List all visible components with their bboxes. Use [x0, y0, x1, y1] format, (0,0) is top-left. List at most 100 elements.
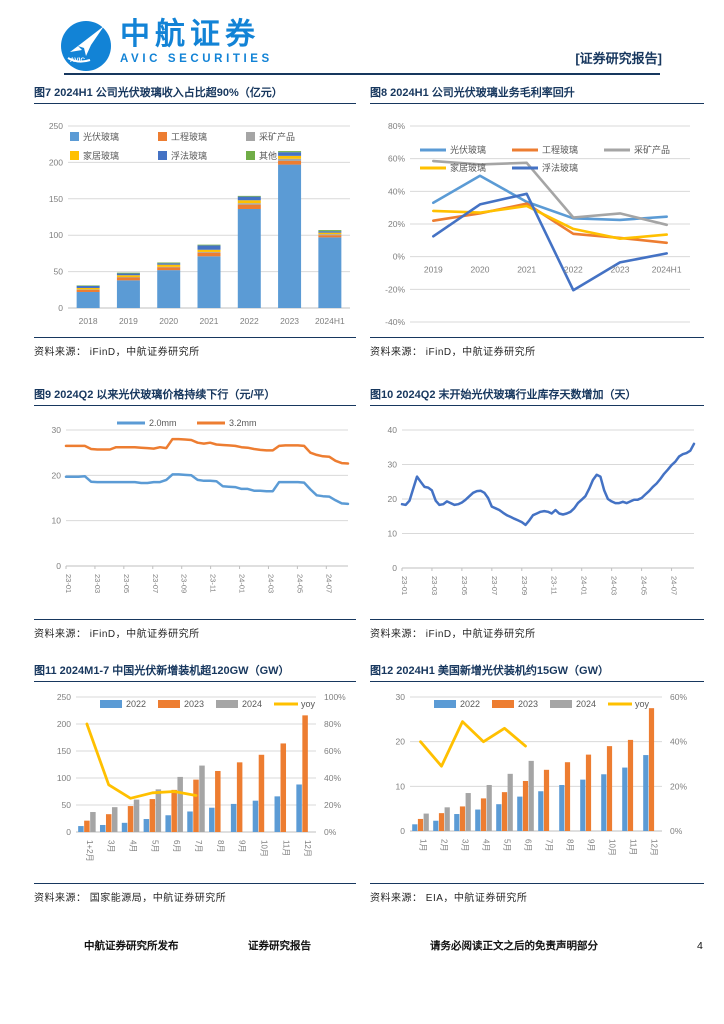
brand-name-cn: 中航证券 [120, 17, 260, 52]
svg-text:10月: 10月 [608, 839, 617, 856]
svg-text:2022: 2022 [126, 699, 146, 709]
figure-8-chart: -40% -20% 0% 20% 40% 60% 80% 2019 2020 2021 2022 20… [385, 121, 690, 327]
svg-text:家居玻璃: 家居玻璃 [450, 162, 486, 173]
svg-text:2019: 2019 [424, 265, 443, 275]
svg-text:-20%: -20% [385, 284, 405, 294]
svg-text:4月: 4月 [482, 839, 491, 851]
figure-10-chart: 0 10 20 30 40 23-01 23-03 23-05 23-07 23-09 23-11 2… [388, 425, 696, 595]
svg-text:1月: 1月 [419, 839, 428, 851]
svg-text:2023: 2023 [611, 265, 630, 275]
brand-logo: AVIC 中航证券 AVIC SECURITIES [60, 20, 273, 72]
svg-text:150: 150 [49, 194, 63, 204]
footer-report-type: 证券研究报告 [248, 940, 311, 952]
svg-text:40%: 40% [324, 773, 341, 783]
svg-text:2.0mm: 2.0mm [149, 418, 177, 428]
svg-text:10: 10 [388, 529, 398, 539]
svg-text:20: 20 [52, 470, 62, 480]
svg-text:2024: 2024 [242, 699, 262, 709]
svg-text:2024H1: 2024H1 [652, 265, 682, 275]
svg-text:30: 30 [52, 425, 62, 435]
svg-text:10: 10 [396, 781, 406, 791]
svg-text:0: 0 [58, 303, 63, 313]
page-number: 4 [697, 940, 703, 952]
svg-text:5月: 5月 [503, 839, 512, 851]
svg-text:11月: 11月 [281, 840, 290, 856]
svg-text:2019: 2019 [119, 316, 138, 326]
svg-text:30: 30 [388, 460, 398, 470]
svg-text:浮法玻璃: 浮法玻璃 [542, 162, 578, 173]
svg-text:6月: 6月 [172, 840, 181, 852]
svg-text:24-03: 24-03 [610, 576, 619, 595]
svg-text:2023: 2023 [518, 699, 538, 709]
svg-text:2024H1: 2024H1 [315, 316, 345, 326]
svg-text:23-01: 23-01 [64, 574, 73, 593]
figure-9-chart: 0 10 20 30 23-01 23-03 23-05 23-07 23-09 23-11 24-… [52, 418, 350, 593]
svg-text:200: 200 [49, 157, 63, 167]
svg-text:2022: 2022 [240, 316, 259, 326]
figure-8-source: 资料来源： iFinD，中航证券研究所 [370, 337, 704, 358]
svg-text:采矿产品: 采矿产品 [259, 131, 295, 142]
svg-text:0: 0 [66, 827, 71, 837]
svg-text:24-01: 24-01 [238, 574, 247, 593]
figure-12-chart: 0 0% 10 20% 20 40% 30 60% 1月 2月 3月 4月 5月 6月 7月 8月 9月 10月 1… [396, 692, 688, 856]
svg-text:20%: 20% [324, 800, 341, 810]
svg-text:80%: 80% [388, 121, 405, 131]
svg-text:光伏玻璃: 光伏玻璃 [83, 131, 119, 142]
svg-text:8月: 8月 [566, 839, 575, 851]
svg-text:50: 50 [62, 800, 72, 810]
header-rule [64, 73, 660, 75]
svg-text:250: 250 [49, 121, 63, 131]
avic-logo-text: AVIC [70, 57, 85, 64]
svg-text:7月: 7月 [194, 840, 203, 852]
svg-text:9月: 9月 [587, 839, 596, 851]
svg-text:50: 50 [54, 267, 64, 277]
svg-text:23-03: 23-03 [430, 576, 439, 595]
svg-text:2021: 2021 [200, 316, 219, 326]
svg-text:6月: 6月 [524, 839, 533, 851]
svg-text:23-09: 23-09 [520, 576, 529, 595]
svg-text:250: 250 [57, 692, 71, 702]
footer-disclaimer: 请务必阅读正文之后的免责声明部分 [430, 940, 598, 952]
figure-10-block: 图10 2024Q2 末开始光伏玻璃行业库存天数增加（天） 0 10 20 30 40 2… [370, 386, 704, 640]
figure-7-title: 图7 2024H1 公司光伏玻璃收入占比超90%（亿元） [34, 84, 356, 104]
svg-text:23-07: 23-07 [490, 576, 499, 595]
svg-text:20%: 20% [670, 781, 687, 791]
avic-logo-icon: AVIC [61, 21, 111, 71]
svg-text:24-07: 24-07 [324, 574, 333, 593]
svg-text:24-05: 24-05 [640, 576, 649, 595]
svg-text:23-01: 23-01 [400, 576, 409, 595]
svg-text:家居玻璃: 家居玻璃 [83, 150, 119, 161]
svg-text:yoy: yoy [301, 699, 316, 709]
svg-text:3.2mm: 3.2mm [229, 418, 257, 428]
figure-10-source: 资料来源： iFinD，中航证券研究所 [370, 619, 704, 640]
svg-text:60%: 60% [324, 746, 341, 756]
figure-9-title: 图9 2024Q2 以来光伏玻璃价格持续下行（元/平） [34, 386, 356, 406]
svg-text:10: 10 [52, 516, 62, 526]
svg-text:60%: 60% [670, 692, 687, 702]
figure-7-source: 资料来源： iFinD，中航证券研究所 [34, 337, 356, 358]
figure-7-chart: 0 50 100 150 200 250 2018 2019 2020 2021 2022 2023 2… [49, 121, 350, 326]
svg-text:2021: 2021 [517, 265, 536, 275]
figure-12-source: 资料来源： EIA，中航证券研究所 [370, 883, 704, 904]
svg-text:100: 100 [49, 230, 63, 240]
svg-text:2月: 2月 [440, 839, 449, 851]
svg-text:工程玻璃: 工程玻璃 [171, 131, 207, 142]
svg-text:0%: 0% [670, 826, 683, 836]
svg-text:24-01: 24-01 [580, 576, 589, 595]
svg-text:10月: 10月 [259, 840, 268, 857]
footer-publisher: 中航证券研究所发布 [84, 940, 179, 952]
svg-text:23-03: 23-03 [93, 574, 102, 593]
svg-text:23-05: 23-05 [460, 576, 469, 595]
figure-10-title: 图10 2024Q2 末开始光伏玻璃行业库存天数增加（天） [370, 386, 704, 406]
svg-text:浮法玻璃: 浮法玻璃 [171, 150, 207, 161]
svg-text:5月: 5月 [150, 840, 159, 852]
svg-text:3月: 3月 [107, 840, 116, 852]
figure-9-block: 图9 2024Q2 以来光伏玻璃价格持续下行（元/平） 0 10 20 30 23-01… [34, 386, 356, 640]
svg-text:80%: 80% [324, 719, 341, 729]
brand-name-en: AVIC SECURITIES [120, 53, 273, 65]
svg-text:-40%: -40% [385, 317, 405, 327]
svg-text:20: 20 [396, 737, 406, 747]
svg-text:7月: 7月 [545, 839, 554, 851]
figure-12-title: 图12 2024H1 美国新增光伏装机约15GW（GW） [370, 662, 704, 682]
